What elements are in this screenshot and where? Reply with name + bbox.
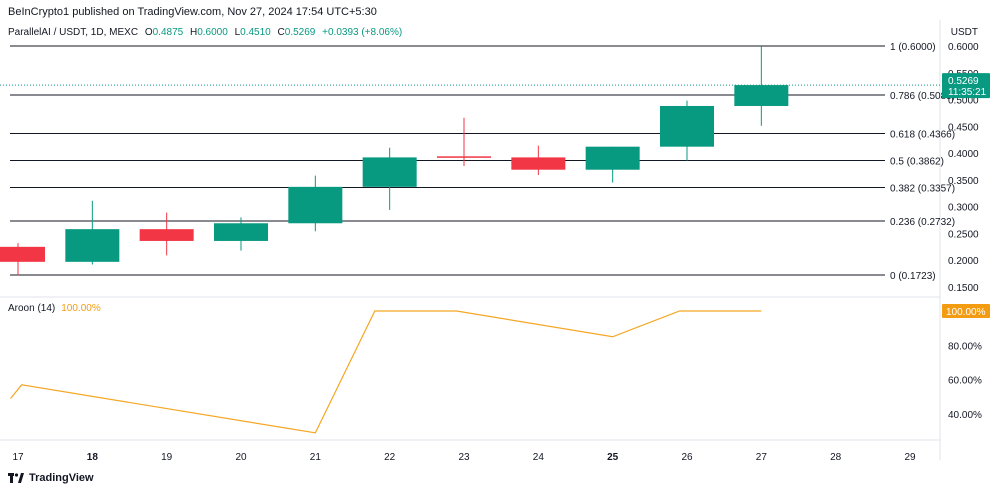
time-tick-label: 18 xyxy=(87,452,99,463)
low-value: 0.4510 xyxy=(240,27,271,38)
candle-body xyxy=(585,146,640,170)
candle-body xyxy=(362,157,417,187)
tradingview-brand: TradingView xyxy=(29,472,94,484)
price-tick-label: 0.2000 xyxy=(948,256,979,267)
time-tick-label: 21 xyxy=(310,452,322,463)
candle-body xyxy=(288,186,343,224)
time-tick-label: 19 xyxy=(161,452,173,463)
price-tick-label: 0.4500 xyxy=(948,122,979,133)
close-value: 0.5269 xyxy=(284,27,316,38)
candle-body xyxy=(139,229,194,241)
candle-body xyxy=(660,105,714,147)
time-tick-label: 20 xyxy=(235,452,247,463)
aroon-line xyxy=(10,310,762,434)
fib-level-label: 0 (0.1723) xyxy=(890,271,936,282)
open-value: 0.4875 xyxy=(152,27,184,38)
low-label: L xyxy=(234,27,241,38)
candle-body xyxy=(437,156,491,158)
price-tick-label: 0.6000 xyxy=(948,42,979,53)
fib-level-label: 1 (0.6000) xyxy=(890,42,936,53)
symbol-legend: ParallelAI / USDT, 1D, MEXC O0.4875 H0.6… xyxy=(8,27,402,38)
aroon-tick-label: 80.00% xyxy=(948,341,982,352)
tradingview-logo-icon xyxy=(8,473,24,483)
high-value: 0.6000 xyxy=(197,27,228,38)
candle-body xyxy=(734,85,789,106)
fib-level-label: 0.618 (0.4366) xyxy=(890,130,955,141)
publisher-info: BeInCrypto1 published on TradingView.com… xyxy=(8,6,377,18)
change-value: +0.0393 (+8.06%) xyxy=(322,27,403,38)
time-tick-label: 29 xyxy=(904,452,916,463)
price-tick-label: 0.1500 xyxy=(948,283,979,294)
aroon-value-badge xyxy=(942,304,990,318)
aroon-legend: Aroon (14) 100.00% xyxy=(8,303,101,314)
aroon-value: 100.00% xyxy=(61,303,101,314)
symbol-name[interactable]: ParallelAI / USDT, 1D, MEXC xyxy=(8,27,139,38)
aroon-tick-label: 60.00% xyxy=(948,376,982,387)
fib-level-label: 0.5 (0.3862) xyxy=(890,157,944,168)
time-tick-label: 27 xyxy=(756,452,768,463)
candle-body xyxy=(65,229,120,262)
current-price-badge xyxy=(942,73,990,99)
time-tick-label: 17 xyxy=(12,452,24,463)
currency-unit: USDT xyxy=(950,27,978,38)
current-price-text: 0.5269 xyxy=(948,76,979,87)
time-tick-label: 23 xyxy=(458,452,470,463)
time-tick-label: 22 xyxy=(384,452,396,463)
candle-body xyxy=(511,157,566,170)
price-tick-label: 0.3000 xyxy=(948,203,979,214)
price-tick-label: 0.3500 xyxy=(948,176,979,187)
time-tick-label: 25 xyxy=(607,452,619,463)
high-label: H xyxy=(189,27,198,38)
tradingview-footer[interactable]: TradingView xyxy=(8,472,94,484)
candle-body xyxy=(0,246,45,262)
candle-body xyxy=(214,223,268,241)
price-tick-label: 0.4000 xyxy=(948,149,979,160)
fib-level-label: 0.382 (0.3357) xyxy=(890,184,955,195)
time-tick-label: 28 xyxy=(830,452,842,463)
aroon-value-text: 100.00% xyxy=(946,307,986,318)
aroon-tick-label: 40.00% xyxy=(948,410,982,421)
aroon-name[interactable]: Aroon (14) xyxy=(8,303,56,314)
candle-countdown-text: 11:35:21 xyxy=(948,87,987,98)
open-label: O xyxy=(144,27,153,38)
fib-level-label: 0.786 (0.5085) xyxy=(890,91,955,102)
close-label: C xyxy=(277,27,285,38)
fib-level-label: 0.236 (0.2732) xyxy=(890,217,955,228)
time-tick-label: 26 xyxy=(681,452,693,463)
time-tick-label: 24 xyxy=(533,452,545,463)
price-tick-label: 0.2500 xyxy=(948,229,979,240)
price-tick-label: 0.5000 xyxy=(948,96,979,107)
